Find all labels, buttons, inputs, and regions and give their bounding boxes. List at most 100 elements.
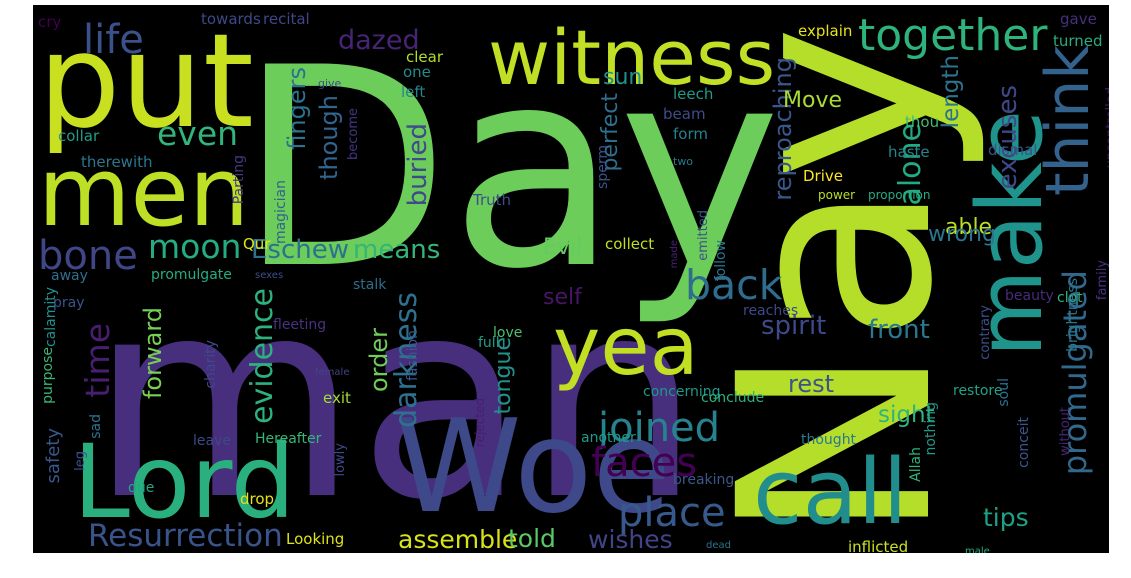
word-safety: safety [43, 428, 64, 484]
word-dazed: dazed [338, 25, 420, 56]
word-buried: buried [403, 123, 433, 206]
word-uncontrolled: uncontrolled [1104, 87, 1109, 168]
word-parting: Parting [231, 155, 247, 204]
word-faces: faces [591, 440, 697, 486]
word-reaches: reaches [743, 303, 798, 319]
word-beam: beam [663, 105, 706, 123]
word-forward: forward [139, 307, 167, 399]
word-drop: drop [240, 490, 274, 508]
word-life: life [83, 17, 144, 63]
word-though: though [315, 95, 343, 180]
word-exit: exit [323, 389, 351, 407]
word-think: think [1033, 45, 1103, 196]
word-contrary: contrary [978, 305, 993, 360]
word-sperm: sperm [595, 145, 611, 189]
word-power: power [818, 188, 855, 202]
word-left: left [401, 83, 425, 101]
word-tips: tips [983, 503, 1029, 532]
word-become: become [346, 108, 361, 160]
word-one: one [403, 63, 431, 81]
word-perfect: perfect [598, 93, 623, 172]
word-calamity: calamity [43, 287, 59, 347]
word-able: able [945, 215, 992, 240]
word-recital: recital [263, 10, 310, 28]
word-cloud-panel: Day man Nay put Woe Lord men witness make call yea… [33, 5, 1109, 553]
word-back: back [685, 261, 783, 309]
word-without: without [1058, 407, 1073, 456]
word-purpose: purpose [40, 347, 56, 404]
word-order: order [365, 328, 393, 392]
word-nay: Nay [683, 25, 991, 542]
word-lord: Lord [73, 423, 295, 542]
word-move: Move [783, 88, 842, 113]
word-witness: witness [488, 13, 775, 102]
word-concerning: concerning [643, 384, 720, 400]
word-rejected: rejected [473, 398, 487, 447]
word-even: even [157, 114, 238, 153]
word-stalk: stalk [353, 277, 387, 293]
word-made: made [669, 240, 680, 268]
word-looking: Looking [286, 530, 344, 548]
word-means: means [353, 235, 440, 265]
word-men: men [38, 138, 249, 248]
word-place: place [618, 490, 726, 536]
word-collar: collar [58, 127, 100, 145]
word-rest: rest [788, 370, 834, 398]
word-another: another [581, 430, 636, 446]
word-lowly: lowly [333, 443, 348, 477]
word-inflicted: inflicted [848, 538, 908, 553]
word-breaking: breaking [673, 472, 734, 488]
word-dismal: dismal [988, 141, 1037, 159]
word-drive: Drive [803, 167, 843, 185]
word-alone: alone [893, 123, 928, 206]
word-beauty: beauty [1005, 288, 1054, 304]
word-joined: joined [597, 405, 720, 451]
word-thought: thought [801, 432, 857, 448]
word-nothing: nothing [923, 402, 939, 455]
word-turned: turned [1053, 32, 1103, 50]
word-charity: charity [203, 340, 219, 389]
word-leech: leech [673, 85, 713, 103]
word-evidence: evidence [245, 288, 280, 424]
word-make: make [958, 110, 1063, 357]
word-promulgate: promulgate [151, 267, 232, 283]
word-therewith: therewith [81, 153, 153, 171]
word-form: form [673, 125, 708, 143]
word-away: away [51, 268, 88, 284]
word-front: front [868, 315, 930, 345]
word-due: due [128, 480, 154, 496]
word-call: call [753, 440, 908, 545]
word-length: length [938, 55, 964, 128]
word-reproaching: reproaching [769, 57, 797, 201]
word-sad: sad [88, 414, 104, 439]
word-soul: soul [996, 378, 1012, 407]
word-brightness: brightness [1065, 278, 1081, 352]
word-collect: collect [605, 235, 654, 253]
word-excuses: excuses [993, 85, 1023, 189]
word-proportion: proportion [868, 188, 931, 202]
word-sun: sun [603, 65, 642, 90]
word-woe: Woe [395, 393, 671, 542]
word-emitted: emitted [696, 210, 711, 261]
word-tongue: tongue [491, 337, 516, 414]
word-towards: towards [201, 10, 261, 28]
word-put: put [38, 5, 254, 157]
word-allah: Allah [908, 447, 924, 482]
word-love: love [493, 325, 522, 341]
word-truth: Truth [472, 191, 511, 209]
word-female: female [315, 367, 349, 378]
word-man: man [90, 240, 701, 553]
word-gave: gave [1060, 10, 1097, 28]
word-eschew: Eschew [251, 235, 349, 265]
word-wishes: wishes [588, 525, 673, 553]
word-day: Day [238, 9, 781, 329]
word-qur: Qur [243, 235, 271, 253]
word-hereafter: Hereafter [255, 431, 322, 447]
word-evil: Evil [543, 235, 582, 260]
word-two: two [673, 155, 693, 168]
word-promulgated: promulgated [1056, 270, 1094, 475]
word-clot: clot [1057, 290, 1083, 306]
word-yea: yea [553, 300, 699, 393]
word-fleeting: fleeting [273, 317, 326, 333]
